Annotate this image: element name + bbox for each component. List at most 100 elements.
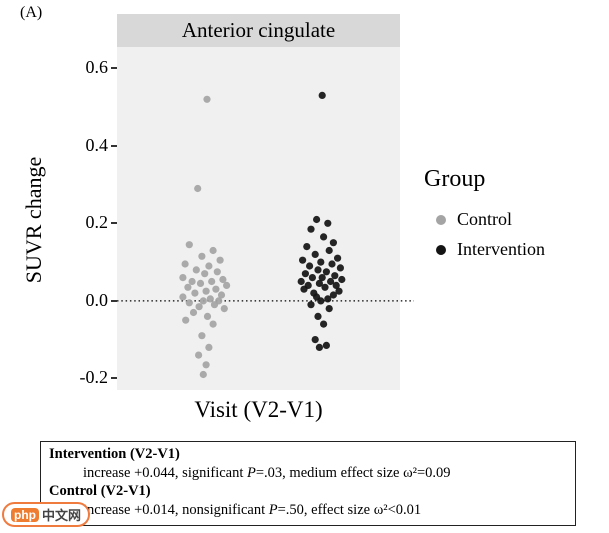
control-data-point xyxy=(210,301,219,309)
intervention-data-point xyxy=(325,246,333,255)
intervention-data-point xyxy=(299,256,307,264)
stats-header-control: Control (V2-V1) xyxy=(49,483,151,499)
legend-entry-label: Intervention xyxy=(457,239,545,259)
y-axis-tick-marks xyxy=(111,47,117,390)
control-data-point xyxy=(194,184,202,193)
intervention-data-point xyxy=(307,301,315,309)
control-data-point xyxy=(201,270,209,278)
control-data-point xyxy=(179,274,187,282)
intervention-data-point xyxy=(297,277,305,286)
intervention-data-point xyxy=(321,283,329,291)
control-data-point xyxy=(189,308,198,317)
legend-entry-label: Control xyxy=(457,209,513,229)
control-data-point xyxy=(199,297,207,305)
intervention-data-point xyxy=(300,285,308,293)
intervention-data-point xyxy=(303,243,311,251)
intervention-data-point xyxy=(324,219,332,227)
intervention-data-point xyxy=(317,297,325,305)
intervention-data-point xyxy=(307,225,315,233)
plot-area xyxy=(117,47,400,390)
y-axis-tick-labels: 0.6 0.4 0.2 0.0 -0.2 xyxy=(62,47,109,390)
y-tick-label: 0.6 xyxy=(85,57,109,78)
legend-title: Group xyxy=(424,166,486,192)
intervention-data-point xyxy=(320,233,328,241)
control-data-point xyxy=(202,287,210,295)
intervention-data-point xyxy=(335,287,343,295)
control-data-point xyxy=(206,295,214,303)
control-data-point xyxy=(195,351,203,359)
watermark-php-badge: php xyxy=(11,507,39,522)
stats-annotation-box: Intervention (V2-V1) increase +0.044, si… xyxy=(40,441,576,526)
control-data-point xyxy=(202,361,210,369)
panel-label: (A) xyxy=(20,4,43,21)
control-data-point xyxy=(198,332,206,340)
y-tick-mark xyxy=(111,377,117,380)
intervention-data-point xyxy=(311,336,319,344)
intervention-data-point xyxy=(318,274,326,282)
intervention-data-point xyxy=(336,264,344,272)
intervention-dot-icon xyxy=(436,244,446,255)
legend-entries: Control Intervention xyxy=(436,209,545,260)
p-symbol: P xyxy=(268,501,278,518)
y-tick-label: 0.4 xyxy=(85,134,109,155)
control-data-point xyxy=(199,370,207,379)
control-data-point xyxy=(185,299,193,307)
control-data-point xyxy=(219,275,227,284)
y-tick-mark xyxy=(111,67,117,70)
intervention-data-point xyxy=(322,341,330,349)
chart-title-strip: Anterior cingulate xyxy=(117,14,400,47)
intervention-data-point xyxy=(315,343,323,351)
control-data-point xyxy=(212,285,220,293)
intervention-data-point xyxy=(332,281,340,289)
intervention-data-point xyxy=(322,268,330,276)
y-tick-mark xyxy=(111,144,117,147)
control-data-point xyxy=(188,277,196,286)
intervention-data-point xyxy=(318,91,326,99)
intervention-data-point xyxy=(306,262,314,270)
legend-entry-control: Control xyxy=(436,209,545,230)
control-data-point xyxy=(182,316,190,324)
legend: Group Control Intervention xyxy=(424,166,545,260)
intervention-data-point xyxy=(308,274,316,282)
intervention-data-point xyxy=(327,277,335,286)
stats-text: =.03, medium effect size ω²=0.09 xyxy=(255,464,451,481)
y-axis-label: SUVR change xyxy=(21,156,46,284)
intervention-data-point xyxy=(324,295,332,303)
intervention-data-point xyxy=(338,275,346,284)
control-data-point xyxy=(209,246,217,255)
intervention-data-point xyxy=(311,250,319,258)
intervention-data-point xyxy=(313,215,321,224)
stats-detail-intervention: increase +0.044, significant P=.03, medi… xyxy=(49,464,567,483)
intervention-data-point xyxy=(325,305,333,313)
control-data-point xyxy=(203,312,212,320)
control-dot-icon xyxy=(436,214,446,225)
stats-detail-control: increase +0.014, nonsignificant P=.50, e… xyxy=(49,501,567,520)
control-data-point xyxy=(195,303,203,311)
control-data-point xyxy=(216,256,224,264)
y-tick-mark xyxy=(111,299,117,302)
control-data-point xyxy=(217,291,226,299)
watermark-logo: php 中文网 xyxy=(2,502,91,527)
x-axis-label: Visit (V2-V1) xyxy=(194,397,323,422)
scatter-points-layer xyxy=(117,91,414,379)
legend-entry-intervention: Intervention xyxy=(436,239,545,260)
intervention-data-point xyxy=(314,266,322,274)
stats-text: increase +0.014, nonsignificant xyxy=(83,501,269,518)
control-data-point xyxy=(181,260,189,268)
stats-header-intervention: Intervention (V2-V1) xyxy=(49,446,180,462)
control-data-point xyxy=(213,268,221,276)
control-data-point xyxy=(220,305,228,313)
control-data-point xyxy=(198,252,206,260)
control-data-point xyxy=(203,95,211,103)
intervention-data-point xyxy=(315,279,323,287)
intervention-data-point xyxy=(320,320,328,328)
control-data-point xyxy=(184,283,192,291)
stats-text: increase +0.044, significant xyxy=(83,464,248,481)
control-data-point xyxy=(196,279,205,287)
stats-text: =.50, effect size ω²<0.01 xyxy=(277,501,422,518)
control-data-point xyxy=(179,293,187,301)
y-tick-label: 0.2 xyxy=(85,212,109,233)
control-data-point xyxy=(185,241,193,249)
y-tick-label: -0.2 xyxy=(79,367,109,388)
intervention-data-point xyxy=(317,258,325,266)
